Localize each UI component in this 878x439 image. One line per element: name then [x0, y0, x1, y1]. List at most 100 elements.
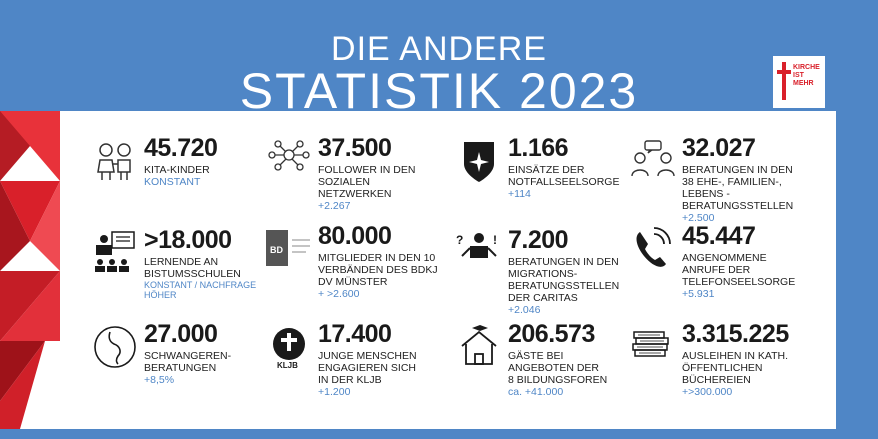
stat-number: >18.000 [144, 226, 232, 254]
desc-line: BERATUNGEN IN DEN [682, 164, 793, 176]
sub-line: HÖHER [144, 290, 177, 300]
counseling-people-icon [631, 140, 675, 177]
desc-line: DV MÜNSTER [318, 276, 388, 288]
stat-telefonseelsorge: 45.447 ANGENOMMENE ANRUFE DER TELEFONSEE… [630, 224, 795, 300]
social-network-icon [268, 140, 310, 171]
desc-line: DER CARITAS [508, 292, 578, 304]
cross-logo-icon [777, 62, 791, 100]
desc-line: ÖFFENTLICHEN [682, 362, 763, 374]
desc-line: BÜCHEREIEN [682, 374, 751, 386]
desc-line: 8 BILDUNGSFOREN [508, 374, 608, 386]
desc-line: ENGAGIEREN SICH [318, 362, 417, 374]
desc-line: BERATUNGEN [144, 362, 217, 374]
stat-number: 17.400 [318, 320, 392, 348]
stat-change: +1.200 [318, 386, 351, 398]
stat-number: 80.000 [318, 222, 392, 250]
stat-change: KONSTANT / NACHFRAGE HÖHER [144, 280, 256, 300]
desc-line: MIGRATIONS- [508, 268, 578, 280]
desc-line: VERBÄNDEN DES BDKJ [318, 264, 438, 276]
stat-desc: JUNGE MENSCHEN ENGAGIEREN SICH IN DER KL… [318, 350, 417, 386]
stat-desc: BERATUNGEN IN DEN 38 EHE-, FAMILIEN-, LE… [682, 164, 793, 212]
stat-change: +2.500 [682, 212, 715, 224]
desc-line: TELEFONSEELSORGE [682, 276, 796, 288]
stat-desc: ANGENOMMENE ANRUFE DER TELEFONSEELSORGE [682, 252, 795, 288]
stat-change: KONSTANT [144, 176, 201, 188]
desc-line: ANGENOMMENE [682, 252, 767, 264]
svg-text:?: ? [456, 233, 463, 247]
stat-eheberatung: 32.027 BERATUNGEN IN DEN 38 EHE-, FAMILI… [630, 136, 793, 224]
desc-line: ANRUFE DER [682, 264, 751, 276]
desc-line: SCHWANGEREN- [144, 350, 232, 362]
kljb-logo-icon: KLJB [273, 328, 305, 370]
logo-text-1: KIRCHE [793, 64, 820, 71]
books-icon [632, 331, 669, 357]
stat-change: +2.267 [318, 200, 351, 212]
desc-line: NOTFALLSEELSORGE [508, 176, 620, 188]
svg-text:!: ! [493, 233, 497, 247]
stat-desc: FOLLOWER IN DEN SOZIALEN NETZWERKEN [318, 164, 415, 200]
stat-number: 7.200 [508, 226, 569, 254]
desc-line: NETZWERKEN [318, 188, 392, 200]
title-line-1: DIE ANDERE [331, 30, 547, 68]
desc-line: LEBENS - [682, 188, 730, 200]
stat-schwangeren: 27.000 SCHWANGEREN- BERATUNGEN +8,5% [92, 322, 231, 386]
stat-number: 206.573 [508, 320, 595, 348]
stat-change: +2.046 [508, 304, 541, 316]
desc-line: EINSÄTZE DER [508, 164, 585, 176]
stat-desc: MITGLIEDER IN DEN 10 VERBÄNDEN DES BDKJ … [318, 252, 438, 288]
stat-bistumsschulen: >18.000 LERNENDE AN BISTUMSSCHULEN KONST… [92, 228, 256, 300]
desc-line: FOLLOWER IN DEN [318, 164, 416, 176]
stat-desc: KITA-KINDER [144, 164, 210, 176]
desc-line: GÄSTE BEI [508, 350, 564, 362]
stat-number: 45.447 [682, 222, 756, 250]
red-triangles-decoration [0, 111, 60, 429]
stat-kljb: KLJB 17.400 JUNGE MENSCHEN ENGAGIEREN SI… [266, 322, 417, 398]
stat-change: +>300.000 [682, 386, 733, 398]
desc-line: ANGEBOTEN DER [508, 362, 600, 374]
stat-number: 37.500 [318, 134, 392, 162]
desc-line: MITGLIEDER IN DEN 10 [318, 252, 436, 264]
stat-number: 32.027 [682, 134, 756, 162]
svg-text:BD: BD [270, 245, 283, 255]
notfallseelsorge-shield-icon [464, 142, 494, 182]
stat-change: + >2.600 [318, 288, 360, 300]
logo-text-3: MEHR [793, 80, 814, 87]
stat-desc: BERATUNGEN IN DEN MIGRATIONS- BERATUNGSS… [508, 256, 619, 304]
desc-line: JUNGE MENSCHEN [318, 350, 417, 362]
stat-desc: LERNENDE AN BISTUMSSCHULEN [144, 256, 256, 280]
stat-number: 45.720 [144, 134, 218, 162]
stat-bdkj: BD 80.000 MITGLIEDER IN DEN 10 VERBÄNDEN… [266, 224, 438, 300]
stat-change: ca. +41.000 [508, 386, 564, 398]
desc-line: LERNENDE AN [144, 256, 219, 268]
stat-number: 1.166 [508, 134, 569, 162]
telephone-icon [636, 227, 671, 267]
desc-line: 38 EHE-, FAMILIEN-, [682, 176, 782, 188]
title-line-2: STATISTIK 2023 [239, 63, 639, 119]
logo-text-2: IST [793, 72, 804, 79]
sub-line: KONSTANT / NACHFRAGE [144, 280, 257, 290]
stat-number: 3.315.225 [682, 320, 789, 348]
migration-counseling-icon: ? ! [456, 233, 497, 258]
stat-change: +8,5% [144, 374, 175, 386]
stat-bildungsforen: 206.573 GÄSTE BEI ANGEBOTEN DER 8 BILDUN… [456, 322, 607, 398]
desc-line: IN DER KLJB [318, 374, 382, 386]
stat-desc: SCHWANGEREN- BERATUNGEN [144, 350, 231, 374]
bdkj-logo-icon: BD [266, 230, 310, 266]
kirche-ist-mehr-logo: KIRCHE IST MEHR [773, 56, 825, 108]
stat-follower: 37.500 FOLLOWER IN DEN SOZIALEN NETZWERK… [266, 136, 415, 212]
stat-desc: AUSLEIHEN IN KATH. ÖFFENTLICHEN BÜCHEREI… [682, 350, 789, 386]
stat-desc: EINSÄTZE DER NOTFALLSEELSORGE [508, 164, 619, 188]
stat-migration: ? ! 7.200 BERATUNGEN IN DEN MIGRATIONS- … [456, 226, 619, 317]
desc-line: BERATUNGSSTELLEN [682, 200, 794, 212]
stat-number: 27.000 [144, 320, 218, 348]
desc-line: SOZIALEN [318, 176, 370, 188]
stat-notfallseelsorge: 1.166 EINSÄTZE DER NOTFALLSEELSORGE +114 [456, 136, 619, 200]
desc-line: BERATUNGSSTELLEN [508, 280, 620, 292]
stat-change: +5.931 [682, 288, 715, 300]
svg-text:KLJB: KLJB [277, 361, 298, 370]
stat-buechereien: 3.315.225 AUSLEIHEN IN KATH. ÖFFENTLICHE… [630, 322, 789, 398]
children-icon [97, 143, 131, 180]
stat-kita: 45.720 KITA-KINDER KONSTANT [92, 134, 218, 188]
pregnancy-icon [94, 326, 136, 368]
desc-line: AUSLEIHEN IN KATH. [682, 350, 788, 362]
